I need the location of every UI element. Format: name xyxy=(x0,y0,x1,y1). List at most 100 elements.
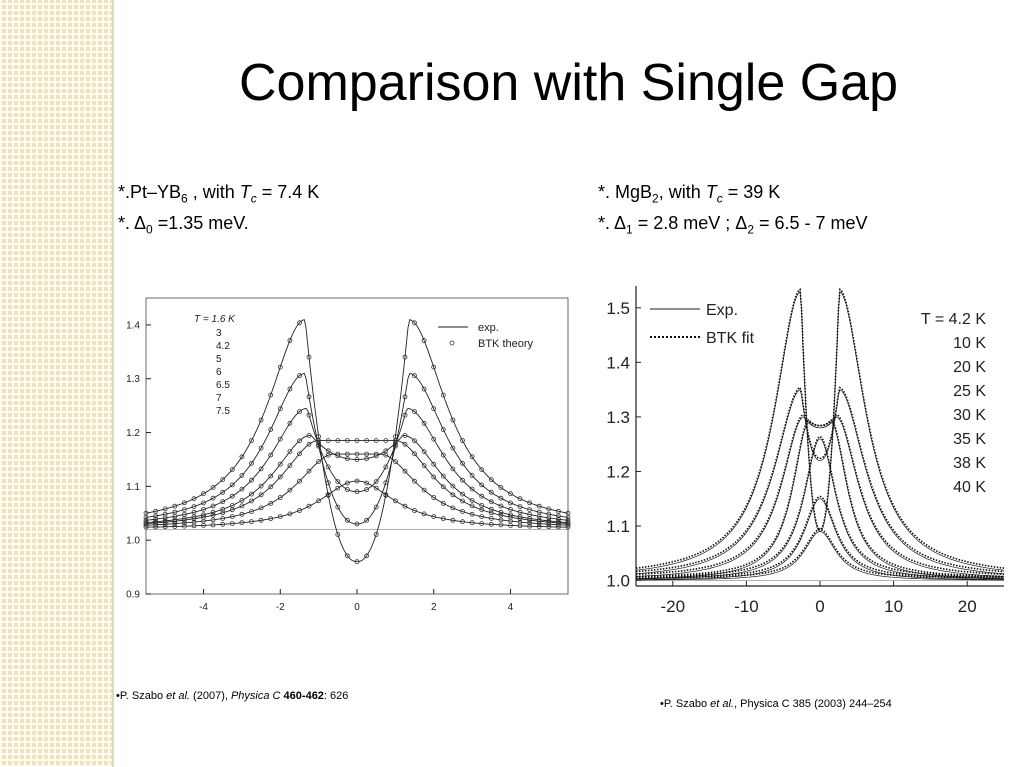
data-point-T-7 xyxy=(239,511,245,517)
temperature-label: 25 K xyxy=(953,383,986,400)
data-point-T-6 xyxy=(344,438,350,444)
data-point-T-3 xyxy=(565,514,571,520)
data-point-T-7 xyxy=(421,487,427,493)
data-point-T-6 xyxy=(335,438,341,444)
y-tick-label: 1.0 xyxy=(126,536,140,547)
data-point-T-3 xyxy=(421,386,427,392)
data-point-T-4.2 xyxy=(508,506,513,512)
data-point-T-5 xyxy=(220,506,226,512)
data-point-T-7.5 xyxy=(325,492,331,498)
data-point-T-4.2 xyxy=(287,420,293,426)
data-point-T-5 xyxy=(344,456,350,462)
left-parameters: *.Pt–YB6 , with Tc = 7.4 K *. Δ0 =1.35 m… xyxy=(118,180,319,241)
data-point-T-7.5 xyxy=(555,524,561,530)
series-fit-T-38 xyxy=(636,528,1004,579)
side-strip-border xyxy=(112,0,114,767)
data-point-T-6 xyxy=(402,441,408,447)
data-point-T-6 xyxy=(316,438,322,444)
data-point-T-7.5 xyxy=(498,522,504,528)
legend-btk-label: BTK fit xyxy=(706,330,755,347)
data-point-T-1.6 xyxy=(306,354,312,360)
x-tick-label: -10 xyxy=(734,597,759,616)
data-point-T-7.5 xyxy=(450,517,456,523)
data-point-T-7.5 xyxy=(412,508,417,513)
data-point-T-7.5 xyxy=(153,524,158,530)
data-point-T-3 xyxy=(440,427,446,432)
data-point-T-6 xyxy=(191,516,197,522)
data-point-T-4.2 xyxy=(220,499,226,505)
data-point-T-7 xyxy=(249,509,254,514)
data-point-T-5 xyxy=(268,473,274,479)
data-point-T-7 xyxy=(402,468,408,474)
data-point-T-7 xyxy=(354,451,360,457)
data-point-T-7 xyxy=(498,517,504,523)
data-point-T-7 xyxy=(488,515,494,521)
data-point-T-3 xyxy=(153,513,158,519)
series-fit-T-30 xyxy=(636,435,1004,578)
data-point-T-1.6 xyxy=(469,454,475,460)
data-point-T-4.2 xyxy=(229,493,235,499)
data-point-T-3 xyxy=(479,482,485,488)
data-point-T-1.6 xyxy=(508,491,513,497)
data-point-T-4.2 xyxy=(210,503,216,509)
slide-title: Comparison with Single Gap xyxy=(239,54,898,112)
data-point-T-4.2 xyxy=(239,486,245,492)
legend-btk-label: BTK theory xyxy=(478,338,534,350)
temperature-label: 5 xyxy=(216,354,222,365)
data-point-T-3 xyxy=(373,504,379,510)
data-point-T-4.2 xyxy=(479,493,485,499)
series-fit-T-35 xyxy=(635,495,1005,579)
data-point-T-1.6 xyxy=(546,506,552,512)
data-point-T-7 xyxy=(479,514,485,520)
data-point-T-7 xyxy=(536,521,542,527)
data-point-T-7.5 xyxy=(364,480,370,486)
left-param-line-2: *. Δ0 =1.35 meV. xyxy=(118,212,249,237)
data-point-T-1.6 xyxy=(555,508,561,514)
data-point-T-3 xyxy=(354,521,360,527)
series-line-T-6 xyxy=(145,440,569,524)
data-point-T-5 xyxy=(450,483,456,489)
legend-exp-label: Exp. xyxy=(706,302,738,319)
data-point-T-7.5 xyxy=(383,492,389,498)
data-point-T-3 xyxy=(335,504,341,510)
data-point-T-7 xyxy=(364,451,370,457)
data-point-T-5 xyxy=(479,502,485,508)
data-point-T-7.5 xyxy=(210,522,216,528)
data-point-T-6 xyxy=(450,492,456,498)
y-tick-label: 1.1 xyxy=(606,517,630,536)
data-point-T-7 xyxy=(325,452,331,458)
data-point-T-6 xyxy=(479,507,485,513)
data-point-T-4.2 xyxy=(373,479,379,485)
x-tick-label: 0 xyxy=(354,602,360,613)
data-point-T-4.2 xyxy=(325,464,331,470)
series-fit-T-4.2 xyxy=(635,287,1005,569)
data-point-T-3 xyxy=(364,517,370,523)
data-point-T-7.5 xyxy=(306,503,312,509)
data-point-T-4.2 xyxy=(172,513,178,519)
data-point-T-5 xyxy=(402,432,408,438)
data-point-T-1.6 xyxy=(364,553,370,559)
data-point-T-1.6 xyxy=(460,438,465,443)
data-point-T-7.5 xyxy=(392,498,398,504)
temperature-label: 30 K xyxy=(953,407,986,424)
data-point-T-7.5 xyxy=(373,485,379,491)
data-point-T-7 xyxy=(220,515,226,521)
data-point-T-7.5 xyxy=(344,480,350,486)
data-point-T-4.2 xyxy=(344,487,350,492)
data-point-T-7 xyxy=(412,478,417,484)
data-point-T-6 xyxy=(431,474,437,480)
data-point-T-3 xyxy=(508,500,513,506)
data-point-T-1.6 xyxy=(402,354,408,360)
data-point-T-3 xyxy=(344,517,350,523)
data-point-T-6 xyxy=(440,484,446,490)
data-point-T-7.5 xyxy=(536,524,542,529)
data-point-T-5 xyxy=(431,461,437,467)
data-point-T-1.6 xyxy=(220,477,226,483)
y-tick-label: 0.9 xyxy=(126,590,140,601)
data-point-T-6 xyxy=(325,438,331,444)
data-point-T-4.2 xyxy=(517,509,523,515)
data-point-T-1.6 xyxy=(153,508,158,514)
data-point-T-5 xyxy=(210,509,216,515)
pt-yb6-conductance-chart: -4 -2 0 2 4 0.9 1.0 1.1 1.2 1.3 1.4 T = 1.6 K 3 4.2 5 6… xyxy=(126,297,571,613)
data-point-T-6 xyxy=(383,438,389,444)
